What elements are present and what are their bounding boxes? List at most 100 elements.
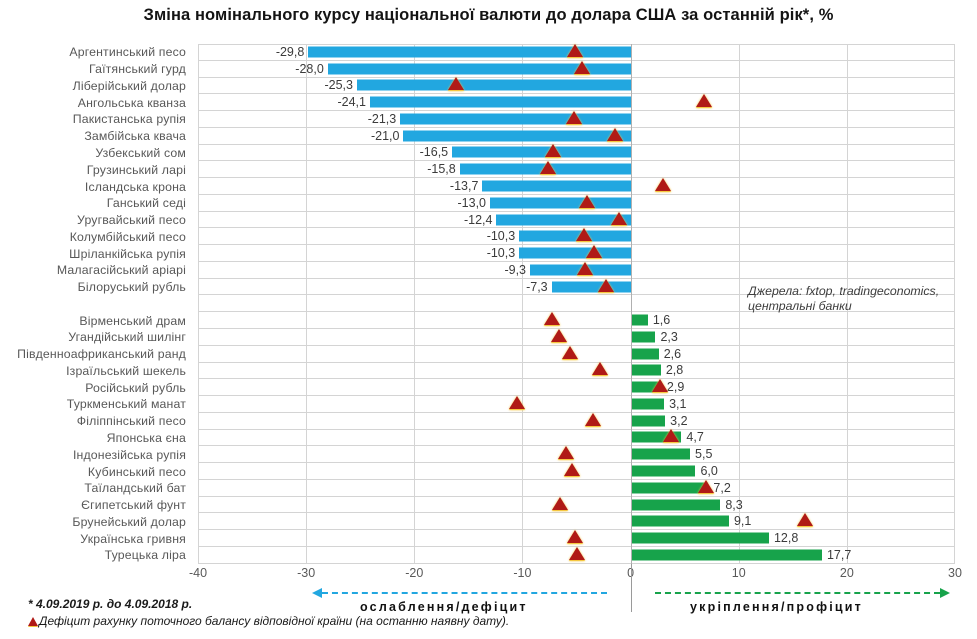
category-label: Шріланкійська рупія — [69, 246, 186, 261]
x-tick-label: -30 — [297, 566, 316, 580]
bar-value-label: -29,8 — [275, 45, 305, 60]
axis-zero-divider — [631, 564, 632, 612]
bar-value-label: 6,0 — [700, 464, 718, 479]
bar-value-label: 3,1 — [669, 396, 687, 411]
category-label: Аргентинський песо — [69, 45, 186, 60]
bar-value-label: -10,3 — [486, 229, 516, 244]
current-account-marker — [655, 178, 671, 191]
bar-positive — [630, 515, 729, 527]
category-label: Малагасійський аріарі — [56, 263, 186, 278]
bar-value-label: -10,3 — [486, 246, 516, 261]
footnote-marker-legend: Дефіцит рахунку поточного балансу відпов… — [28, 613, 509, 630]
bar-value-label: 2,8 — [665, 363, 684, 378]
category-label: Японська єна — [106, 430, 186, 445]
current-account-marker — [551, 328, 568, 342]
current-account-marker — [577, 261, 594, 275]
bar-value-label: 2,9 — [666, 380, 685, 395]
bar-value-label: -15,8 — [427, 162, 456, 177]
current-account-marker — [585, 245, 602, 259]
bar-positive — [630, 431, 682, 443]
source-note: Джерела: fxtop, tradingeconomics, центра… — [748, 284, 939, 314]
bar-value-label: 8,3 — [725, 497, 743, 512]
chart-row: 3,2 — [198, 412, 955, 430]
x-tick-label: 20 — [839, 566, 854, 580]
x-axis: -40 -30 -20 -10 0 10 20 30 — [189, 566, 962, 584]
chart-row — [198, 295, 955, 313]
current-account-marker — [698, 479, 715, 493]
gridline-0 — [630, 44, 632, 564]
chart-row: 6,0 — [198, 463, 955, 480]
category-label: Грузинський ларі — [86, 162, 186, 177]
bar-positive — [630, 532, 769, 544]
bar-positive — [630, 364, 661, 376]
bar-value-label: 3,2 — [670, 413, 688, 428]
bar-positive — [630, 331, 656, 343]
footnotes: * 4.09.2019 р. до 4.09.2018 р. Дефіцит р… — [28, 596, 509, 630]
bar-value-label: 5,5 — [695, 447, 713, 462]
chart-row: -21,0 — [198, 127, 955, 145]
gridline-20 — [846, 44, 848, 564]
current-account-marker — [796, 513, 813, 527]
bar-value-label: -13,0 — [457, 195, 487, 210]
category-label: Вірменський драм — [79, 313, 186, 328]
current-account-marker — [573, 60, 590, 74]
gridline-10 — [738, 44, 740, 564]
triangle-marker-icon — [28, 617, 38, 626]
chart-row: 2,8 — [198, 362, 955, 380]
current-account-marker — [540, 161, 557, 175]
category-label: Турецька ліра — [104, 548, 186, 563]
bar-value-label: -13,7 — [449, 179, 479, 193]
chart-row: 12,8 — [198, 530, 955, 547]
bar-value-label: -12,4 — [463, 212, 493, 227]
chart-row: 5,5 — [198, 446, 955, 464]
current-account-marker — [568, 546, 585, 560]
category-label: Угандійський шилінг — [68, 330, 186, 345]
bar-negative — [482, 180, 631, 192]
category-label: Гаїтянський гурд — [88, 62, 186, 77]
category-label: Узбекський сом — [95, 145, 186, 160]
chart-row: 2,9 — [198, 379, 955, 397]
direction-label-strengthening: укріплення/профіцит — [690, 600, 863, 614]
chart-row: -25,3 — [198, 77, 955, 95]
bar-value-label: 2,6 — [663, 346, 682, 361]
bar-negative — [496, 214, 631, 226]
gridline--10 — [522, 44, 524, 564]
category-label: Ісландська крона — [84, 179, 186, 194]
bar-value-label: 9,1 — [733, 514, 752, 529]
bar-negative — [403, 130, 631, 142]
category-label: Колумбійський песо — [69, 229, 186, 244]
bar-negative — [369, 96, 631, 108]
bar-positive — [630, 348, 659, 360]
footnote-marker-text: Дефіцит рахунку поточного балансу відпов… — [39, 614, 510, 628]
bar-value-label: -9,3 — [504, 262, 526, 277]
current-account-marker — [597, 278, 614, 292]
gridline-30 — [954, 44, 955, 564]
bar-positive — [630, 415, 666, 427]
source-line-1: Джерела: fxtop, tradingeconomics, — [748, 284, 940, 298]
bar-value-label: -7,3 — [526, 279, 548, 294]
chart-row: -7,3 — [198, 278, 955, 296]
category-label: Таїландський бат — [84, 481, 186, 496]
current-account-marker — [584, 412, 601, 426]
category-spacer — [0, 295, 192, 312]
current-account-marker — [662, 429, 679, 443]
arrow-left-icon — [312, 588, 322, 598]
bar-negative — [327, 63, 631, 75]
category-label: Єгипетський фунт — [81, 498, 186, 513]
bar-value-label: 7,2 — [713, 480, 731, 495]
category-label: Ганський седі — [106, 196, 186, 211]
chart-row: -28,0 — [198, 60, 955, 78]
bar-positive — [630, 381, 662, 393]
category-label: Білоруський рубль — [77, 280, 186, 295]
bar-value-label: -28,0 — [295, 61, 324, 76]
x-tick-label: -20 — [405, 566, 424, 580]
source-line-2: центральні банки — [748, 299, 852, 313]
current-account-marker — [562, 345, 578, 359]
chart-row: -24,1 — [198, 94, 955, 112]
chart-row: 9,1 — [198, 513, 955, 531]
bar-value-label: 12,8 — [773, 531, 799, 546]
category-label: Російський рубль — [85, 380, 186, 395]
category-label: Кубинський песо — [87, 464, 186, 479]
current-account-marker — [564, 463, 581, 477]
bar-negative — [519, 230, 631, 242]
